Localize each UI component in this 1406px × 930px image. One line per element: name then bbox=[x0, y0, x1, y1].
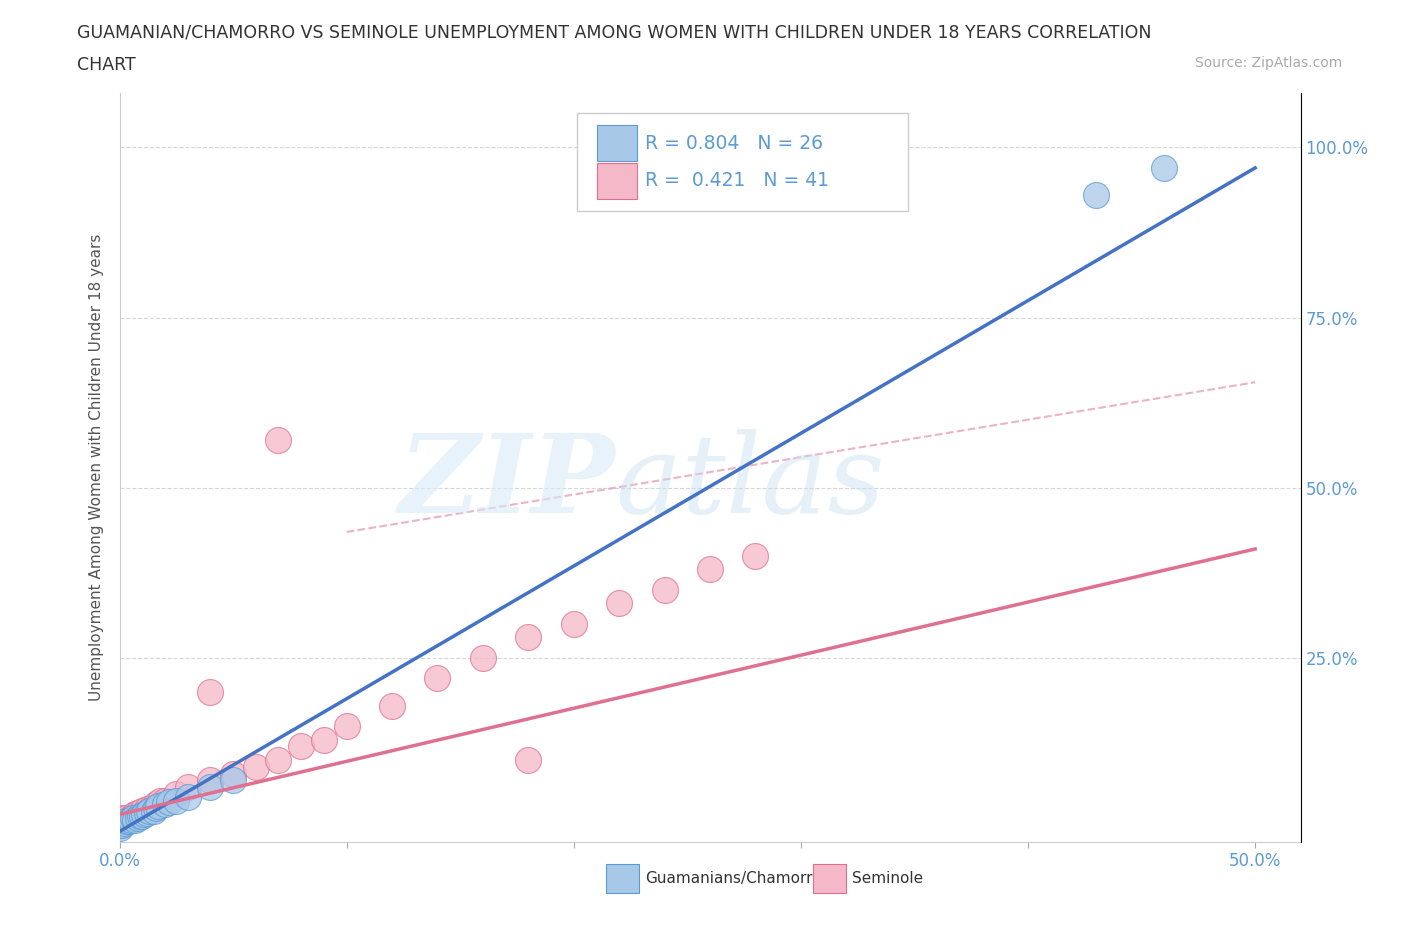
Point bbox=[312, 732, 335, 747]
Point bbox=[267, 752, 290, 767]
Text: Seminole: Seminole bbox=[852, 870, 922, 886]
Point bbox=[245, 759, 267, 774]
Point bbox=[267, 432, 290, 447]
Text: GUAMANIAN/CHAMORRO VS SEMINOLE UNEMPLOYMENT AMONG WOMEN WITH CHILDREN UNDER 18 Y: GUAMANIAN/CHAMORRO VS SEMINOLE UNEMPLOYM… bbox=[77, 23, 1152, 41]
Point bbox=[176, 779, 198, 794]
Text: CHART: CHART bbox=[77, 56, 136, 73]
Point bbox=[112, 814, 135, 829]
Point bbox=[1153, 161, 1175, 176]
Point bbox=[135, 805, 157, 820]
Point bbox=[108, 814, 131, 829]
Text: Source: ZipAtlas.com: Source: ZipAtlas.com bbox=[1195, 56, 1343, 70]
Point bbox=[112, 816, 135, 830]
FancyBboxPatch shape bbox=[606, 864, 640, 893]
FancyBboxPatch shape bbox=[813, 864, 846, 893]
Point bbox=[129, 808, 152, 823]
Point bbox=[200, 773, 222, 788]
Point bbox=[108, 817, 131, 832]
Point bbox=[471, 650, 494, 665]
Point bbox=[146, 798, 169, 813]
Point bbox=[222, 766, 245, 781]
Point bbox=[134, 807, 156, 822]
Point bbox=[108, 810, 131, 825]
Point bbox=[145, 800, 167, 815]
Point bbox=[115, 810, 138, 825]
Point bbox=[159, 795, 181, 810]
Point bbox=[131, 804, 153, 818]
Point bbox=[122, 808, 145, 823]
Point bbox=[654, 582, 676, 597]
Point bbox=[176, 790, 198, 804]
Point bbox=[336, 719, 359, 734]
Point bbox=[517, 630, 540, 644]
FancyBboxPatch shape bbox=[576, 113, 908, 211]
Point bbox=[165, 787, 187, 802]
Point bbox=[141, 800, 163, 815]
Point bbox=[1085, 188, 1108, 203]
Point bbox=[562, 617, 585, 631]
FancyBboxPatch shape bbox=[596, 126, 637, 161]
Point bbox=[607, 596, 630, 611]
Point bbox=[111, 817, 134, 832]
Point bbox=[200, 779, 222, 794]
Point bbox=[145, 797, 167, 812]
Point bbox=[222, 773, 245, 788]
Text: atlas: atlas bbox=[616, 429, 886, 536]
Point bbox=[138, 804, 160, 818]
Point bbox=[381, 698, 404, 713]
Point bbox=[131, 808, 153, 823]
Point bbox=[135, 802, 157, 817]
Point bbox=[124, 807, 146, 822]
Point bbox=[149, 793, 172, 808]
Point bbox=[120, 810, 142, 825]
Point bbox=[138, 804, 160, 818]
Point bbox=[117, 813, 139, 828]
Text: Guamanians/Chamorros: Guamanians/Chamorros bbox=[645, 870, 830, 886]
Text: R =  0.421   N = 41: R = 0.421 N = 41 bbox=[645, 171, 830, 190]
Point bbox=[153, 797, 176, 812]
Point bbox=[165, 793, 187, 808]
Point bbox=[517, 752, 540, 767]
Point bbox=[108, 820, 131, 835]
Point bbox=[127, 805, 149, 820]
Point bbox=[290, 739, 312, 754]
Point bbox=[129, 808, 152, 823]
Text: R = 0.804   N = 26: R = 0.804 N = 26 bbox=[645, 134, 823, 153]
Point bbox=[117, 814, 139, 829]
Point bbox=[111, 816, 134, 830]
Point bbox=[200, 684, 222, 699]
Point bbox=[142, 800, 165, 815]
Point bbox=[120, 813, 142, 828]
Text: ZIP: ZIP bbox=[399, 429, 616, 536]
Point bbox=[124, 813, 146, 828]
FancyBboxPatch shape bbox=[596, 163, 637, 199]
Y-axis label: Unemployment Among Women with Children Under 18 years: Unemployment Among Women with Children U… bbox=[89, 233, 104, 701]
Point bbox=[426, 671, 449, 685]
Point bbox=[127, 810, 149, 825]
Point bbox=[108, 817, 131, 832]
Point bbox=[744, 549, 766, 564]
Point bbox=[699, 562, 721, 577]
Point bbox=[115, 814, 138, 829]
Point bbox=[142, 804, 165, 818]
Point bbox=[153, 793, 176, 808]
Point bbox=[122, 810, 145, 825]
